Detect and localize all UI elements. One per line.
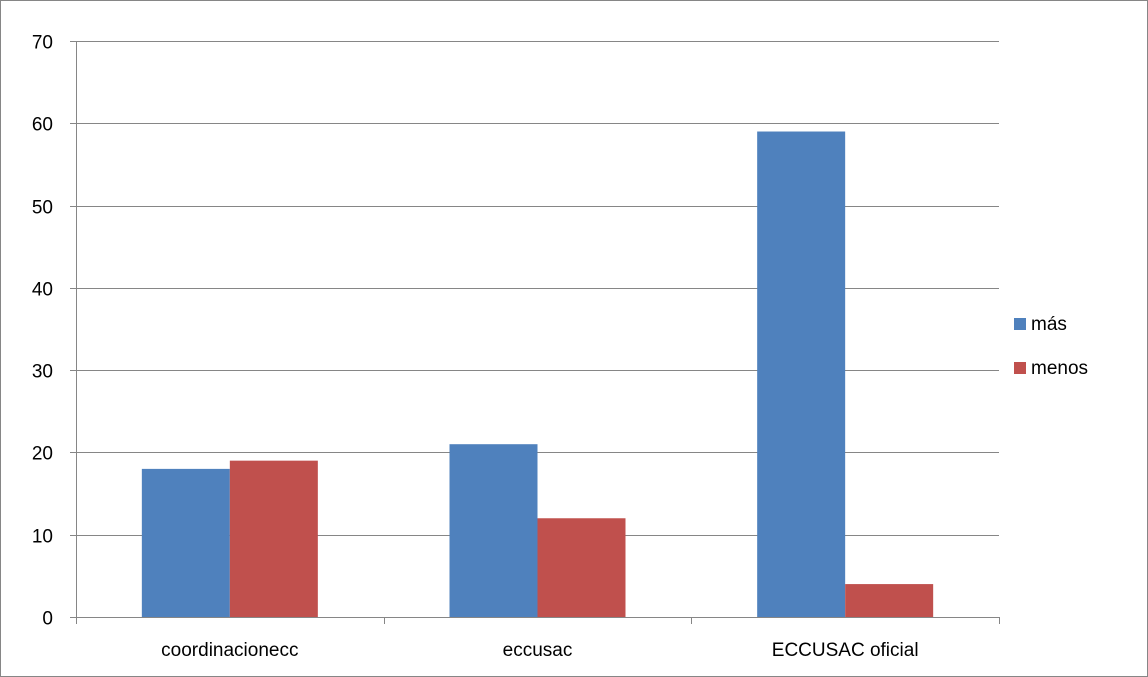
legend-label-más: más — [1031, 314, 1067, 335]
bar-más-ECCUSAC oficial — [757, 131, 846, 617]
bar-menos-ECCUSAC oficial — [845, 584, 934, 617]
x-tick-labels: coordinacionecc eccusac ECCUSAC oficial — [161, 640, 918, 661]
legend: más menos — [1014, 314, 1088, 379]
y-tick-label: 50 — [32, 198, 53, 219]
y-tick-labels: 0 10 20 30 40 50 60 70 — [32, 33, 53, 630]
y-tick-label: 0 — [42, 609, 53, 630]
legend-swatch-más — [1014, 318, 1026, 330]
y-tick-label: 10 — [32, 527, 53, 548]
x-tick-label: eccusac — [503, 640, 573, 661]
legend-label-menos: menos — [1031, 358, 1088, 379]
x-tick-label: ECCUSAC oficial — [772, 640, 919, 661]
bar-menos-coordinacionecc — [229, 460, 318, 617]
y-tick-label: 40 — [32, 280, 53, 301]
y-tick-label: 20 — [32, 444, 53, 465]
axes — [70, 41, 1000, 624]
bar-más-coordinacionecc — [141, 468, 230, 617]
y-tick-label: 30 — [32, 362, 53, 383]
y-tick-label: 60 — [32, 115, 53, 136]
bar-más-eccusac — [449, 444, 538, 617]
legend-swatch-menos — [1014, 362, 1026, 374]
gridlines — [76, 41, 999, 536]
x-tick-label: coordinacionecc — [161, 640, 298, 661]
bars — [141, 131, 934, 617]
y-tick-label: 70 — [32, 33, 53, 54]
bar-menos-eccusac — [537, 518, 626, 617]
